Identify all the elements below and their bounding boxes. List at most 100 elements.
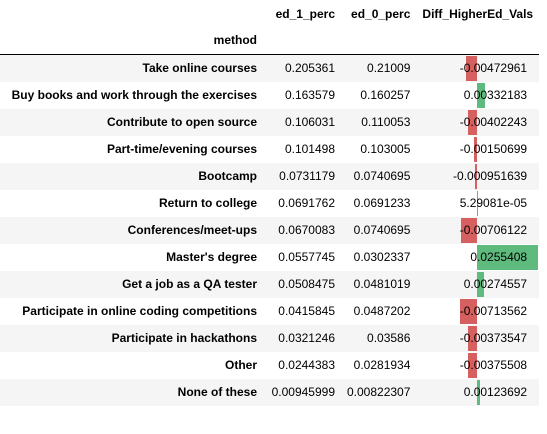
cell-diff-highered-vals: -0.000951639 [416, 163, 539, 190]
cell-ed-0-perc: 0.00822307 [347, 385, 411, 399]
column-header-ed-1-perc: ed_1_perc [275, 6, 335, 21]
blank-header-cell [263, 27, 341, 54]
diff-value: -0.00706122 [459, 222, 528, 237]
table-body: Take online courses 0.205361 0.21009 -0.004… [0, 54, 540, 406]
table-row: Other 0.0244383 0.0281934 -0.00375508 [0, 352, 539, 379]
column-header-row: ed_1_perc ed_0_perc Diff_HigherEd_Vals [0, 0, 539, 27]
table-row: Participate in hackathons 0.0321246 0.0358… [0, 324, 540, 352]
diff-value: -0.000951639 [453, 168, 528, 183]
negative-data-bar [466, 55, 478, 81]
cell-ed-0-perc: 0.0740695 [353, 169, 411, 183]
cell-ed-1-perc: 0.0244383 [278, 358, 335, 372]
cell-ed-1-perc: 0.00945999 [271, 385, 335, 399]
negative-data-bar [468, 352, 478, 378]
table-row: Take online courses 0.205361 0.21009 -0.004… [0, 54, 540, 82]
cell-diff-highered-vals: 0.0255408 [416, 244, 539, 271]
row-label-method: Part-time/evening courses [106, 142, 257, 156]
table-row: Conferences/meet-ups 0.0670083 0.0740695 -0… [0, 216, 540, 244]
cell-diff-highered-vals: -0.00375508 [416, 352, 539, 379]
row-label-method: Get a job as a QA tester [122, 277, 257, 291]
row-label-method: Other [224, 358, 257, 372]
dataframe-table: ed_1_perc ed_0_perc Diff_HigherEd_Vals m… [0, 0, 540, 406]
diff-value: -0.00150699 [459, 141, 528, 156]
cell-ed-1-perc: 0.0731179 [279, 169, 335, 183]
cell-ed-1-perc: 0.101498 [284, 142, 335, 156]
cell-ed-0-perc: 0.0481019 [353, 277, 411, 291]
negative-data-bar [468, 325, 478, 351]
row-label-method: Take online courses [142, 61, 258, 75]
row-label-method: Participate in hackathons [111, 331, 257, 345]
diff-value: -0.00375508 [459, 357, 528, 372]
table-row: Bootcamp 0.0731179 0.0740695 -0.000951639 [0, 162, 540, 190]
table-row: Contribute to open source 0.106031 0.11005… [0, 108, 540, 136]
cell-diff-highered-vals: -0.00706122 [416, 217, 539, 244]
positive-data-bar [477, 244, 539, 270]
cell-ed-1-perc: 0.0691762 [278, 196, 335, 210]
diff-value: -0.00402243 [459, 114, 528, 129]
diff-value: 5.29081e-05 [459, 195, 528, 210]
cell-ed-0-perc: 0.21009 [367, 61, 411, 75]
cell-ed-1-perc: 0.0321246 [278, 331, 335, 345]
cell-diff-highered-vals: 5.29081e-05 [416, 190, 539, 217]
cell-ed-0-perc: 0.03586 [367, 331, 411, 345]
cell-ed-0-perc: 0.0487202 [353, 304, 411, 318]
row-label-method: Master's degree [166, 250, 257, 264]
cell-ed-0-perc: 0.110053 [361, 115, 411, 129]
positive-data-bar [477, 190, 479, 216]
blank-corner-cell [0, 0, 263, 27]
row-label-method: Conferences/meet-ups [127, 223, 257, 237]
cell-diff-highered-vals: -0.00713562 [416, 298, 539, 325]
blank-header-cell [341, 27, 416, 54]
cell-ed-0-perc: 0.0281934 [353, 358, 411, 372]
positive-data-bar [477, 379, 481, 405]
table-row: Master's degree 0.0557745 0.0302337 0.02554… [0, 244, 539, 271]
row-label-method: None of these [177, 385, 257, 399]
row-label-method: Buy books and work through the exercises [11, 88, 257, 102]
negative-data-bar [473, 136, 478, 162]
table-row: Buy books and work through the exercises… [0, 82, 539, 109]
index-name-header: method [213, 33, 257, 48]
cell-ed-0-perc: 0.103005 [360, 142, 411, 156]
cell-ed-0-perc: 0.0691233 [353, 196, 411, 210]
diff-value: -0.00373547 [459, 330, 528, 345]
diff-value: 0.00274557 [463, 276, 528, 291]
cell-diff-highered-vals: 0.00332183 [416, 82, 539, 109]
column-header-ed-0-perc: ed_0_perc [351, 6, 411, 21]
negative-data-bar [460, 298, 478, 324]
positive-data-bar [477, 271, 484, 297]
row-label-method: Contribute to open source [107, 115, 257, 129]
cell-ed-1-perc: 0.205361 [284, 61, 335, 75]
table-row: Part-time/evening courses 0.101498 0.10300… [0, 136, 539, 163]
cell-diff-highered-vals: -0.00472961 [416, 54, 539, 82]
table-header: ed_1_perc ed_0_perc Diff_HigherEd_Vals m… [0, 0, 540, 54]
cell-diff-highered-vals: -0.00402243 [416, 109, 539, 136]
index-name-row: method [0, 27, 540, 54]
cell-ed-1-perc: 0.0670083 [278, 223, 335, 237]
cell-ed-1-perc: 0.0557745 [278, 250, 335, 264]
table-row: Return to college 0.0691762 0.0691233 5.290… [0, 190, 539, 217]
row-label-method: Return to college [158, 196, 257, 210]
diff-value: 0.00332183 [463, 87, 528, 102]
diff-value: -0.00472961 [459, 60, 528, 75]
diff-value: 0.00123692 [463, 384, 528, 399]
negative-data-bar [467, 109, 478, 135]
blank-header-cell [416, 27, 539, 54]
row-label-method: Participate in online coding competition… [22, 304, 257, 318]
row-label-method: Bootcamp [198, 169, 257, 183]
positive-data-bar [477, 82, 486, 108]
column-header-diff-highered-vals: Diff_HigherEd_Vals [422, 6, 534, 21]
cell-ed-0-perc: 0.0740695 [353, 223, 411, 237]
cell-ed-0-perc: 0.0302337 [353, 250, 411, 264]
cell-ed-1-perc: 0.163579 [284, 88, 335, 102]
negative-data-bar [460, 217, 478, 243]
cell-ed-1-perc: 0.0508475 [278, 277, 335, 291]
cell-diff-highered-vals: 0.00123692 [416, 379, 539, 406]
cell-diff-highered-vals: -0.00150699 [416, 136, 539, 163]
negative-data-bar [475, 163, 478, 189]
table-row: Participate in online coding competition… [0, 298, 539, 325]
cell-ed-0-perc: 0.160257 [360, 88, 411, 102]
cell-ed-1-perc: 0.0415845 [278, 304, 335, 318]
diff-value: 0.0255408 [470, 249, 528, 264]
cell-diff-highered-vals: -0.00373547 [416, 325, 539, 352]
diff-value: -0.00713562 [459, 303, 528, 318]
